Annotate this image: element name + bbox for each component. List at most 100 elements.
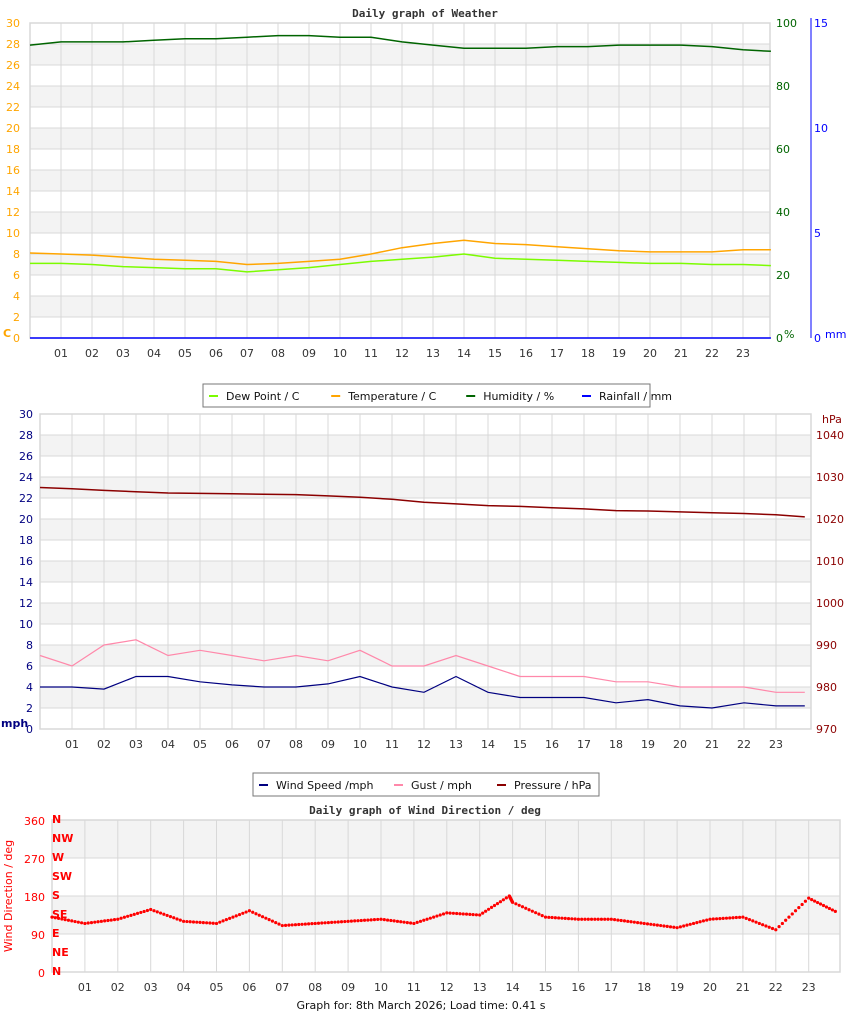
wind-direction-point <box>277 922 281 926</box>
grid-band <box>52 896 840 934</box>
wind-direction-point <box>754 920 758 924</box>
wind-direction-point <box>218 920 222 924</box>
x-tick-label: 18 <box>581 347 595 360</box>
wind-direction-point <box>182 919 186 923</box>
wind-direction-point <box>300 922 304 926</box>
wind-direction-point <box>448 911 452 915</box>
wind-direction-point <box>362 918 367 922</box>
x-tick-label: 18 <box>637 981 651 994</box>
x-tick-label: 16 <box>545 738 559 751</box>
wind-direction-point <box>283 923 288 927</box>
wind-direction-point <box>685 923 689 927</box>
x-tick-label: 04 <box>177 981 191 994</box>
y-left-tick-label: 0 <box>26 723 33 736</box>
wind-direction-point <box>563 916 567 920</box>
x-tick-label: 22 <box>737 738 751 751</box>
wind-direction-point <box>524 906 528 910</box>
wind-direction-point <box>139 910 143 915</box>
x-tick-label: 20 <box>703 981 717 994</box>
y-left-tick-label: 16 <box>6 164 20 177</box>
wind-direction-point <box>392 919 396 923</box>
grid-band <box>30 254 770 275</box>
wind-direction-point <box>237 912 242 917</box>
y-left-tick-label: 90 <box>31 929 45 942</box>
y-left-tick-label: 20 <box>6 122 20 135</box>
wind-direction-point <box>415 920 419 924</box>
grid-band <box>52 820 840 858</box>
wind-direction-point <box>764 924 768 928</box>
compass-label: SW <box>52 870 72 883</box>
wind-direction-point <box>428 916 432 920</box>
wind-direction-point <box>626 919 630 923</box>
wind-direction-point <box>619 918 623 923</box>
wind-direction-point <box>636 921 640 925</box>
x-tick-label: 09 <box>302 347 316 360</box>
wind-direction-point <box>455 911 459 916</box>
grid-band <box>40 561 811 582</box>
wind-direction-point <box>356 919 360 923</box>
x-tick-label: 13 <box>449 738 463 751</box>
y-left-tick-label: 4 <box>13 290 20 303</box>
grid-band <box>40 435 811 456</box>
wind-direction-point <box>606 917 610 921</box>
y-left-tick-label: 180 <box>24 891 45 904</box>
wind-direction-point <box>260 915 265 919</box>
y-right-rainfall-tick-label: 5 <box>814 227 821 240</box>
wind-direction-point <box>264 916 268 920</box>
wind-direction-point <box>688 922 692 926</box>
y-right-unit: hPa <box>822 413 842 426</box>
y-right-pressure-tick-label: 990 <box>816 639 837 652</box>
chart-title: Daily graph of Wind Direction / deg <box>309 804 541 817</box>
y-right-humidity-tick-label: 40 <box>776 206 790 219</box>
wind-direction-point <box>810 897 814 902</box>
wind-direction-point <box>784 918 788 922</box>
wind-direction-point <box>241 911 245 915</box>
y-left-tick-label: 6 <box>13 269 20 282</box>
wind-direction-point <box>83 921 87 926</box>
wind-direction-point <box>583 917 587 921</box>
x-tick-label: 23 <box>769 738 783 751</box>
wind-direction-point <box>307 922 311 926</box>
wind-direction-point <box>797 906 801 910</box>
wind-direction-point <box>744 916 748 920</box>
wind-direction-point <box>741 915 745 919</box>
legend-label: Dew Point / C <box>226 390 300 403</box>
wind-direction-point <box>530 909 534 913</box>
grid-band <box>30 212 770 233</box>
x-tick-label: 17 <box>577 738 591 751</box>
wind-direction-point <box>234 914 238 918</box>
wind-direction-point <box>224 918 228 922</box>
legend-swatch <box>466 395 476 397</box>
y-right-rainfall-tick-label: 10 <box>814 122 828 135</box>
wind-direction-point <box>333 920 337 924</box>
wind-direction-point <box>346 919 350 923</box>
wind-direction-point <box>425 917 429 921</box>
series-line-dew <box>30 253 771 273</box>
wind-direction-point <box>247 909 251 913</box>
x-tick-label: 05 <box>178 347 192 360</box>
x-tick-label: 23 <box>736 347 750 360</box>
wind-direction-point <box>774 928 778 932</box>
wind-direction-point <box>372 918 377 922</box>
x-tick-label: 17 <box>550 347 564 360</box>
y-right-pressure-tick-label: 1040 <box>816 429 844 442</box>
x-tick-label: 20 <box>673 738 687 751</box>
wind-direction-point <box>135 911 140 915</box>
wind-direction-point <box>718 916 722 921</box>
wind-direction-point <box>659 923 663 928</box>
wind-direction-point <box>486 907 491 911</box>
y-right-humidity-tick-label: 80 <box>776 80 790 93</box>
wind-direction-point <box>343 919 347 924</box>
y-left-tick-label: 270 <box>24 853 45 866</box>
wind-direction-point <box>678 925 682 929</box>
compass-label: W <box>52 851 64 864</box>
y-left-tick-label: 10 <box>19 618 33 631</box>
wind-direction-point <box>205 921 209 925</box>
x-tick-label: 22 <box>705 347 719 360</box>
y-left-tick-label: 12 <box>19 597 33 610</box>
x-tick-label: 15 <box>539 981 553 994</box>
wind-direction-point <box>557 916 561 920</box>
wind-direction-point <box>596 917 600 921</box>
y-left-tick-label: 8 <box>26 639 33 652</box>
y-right-humidity-unit: % <box>784 328 794 341</box>
